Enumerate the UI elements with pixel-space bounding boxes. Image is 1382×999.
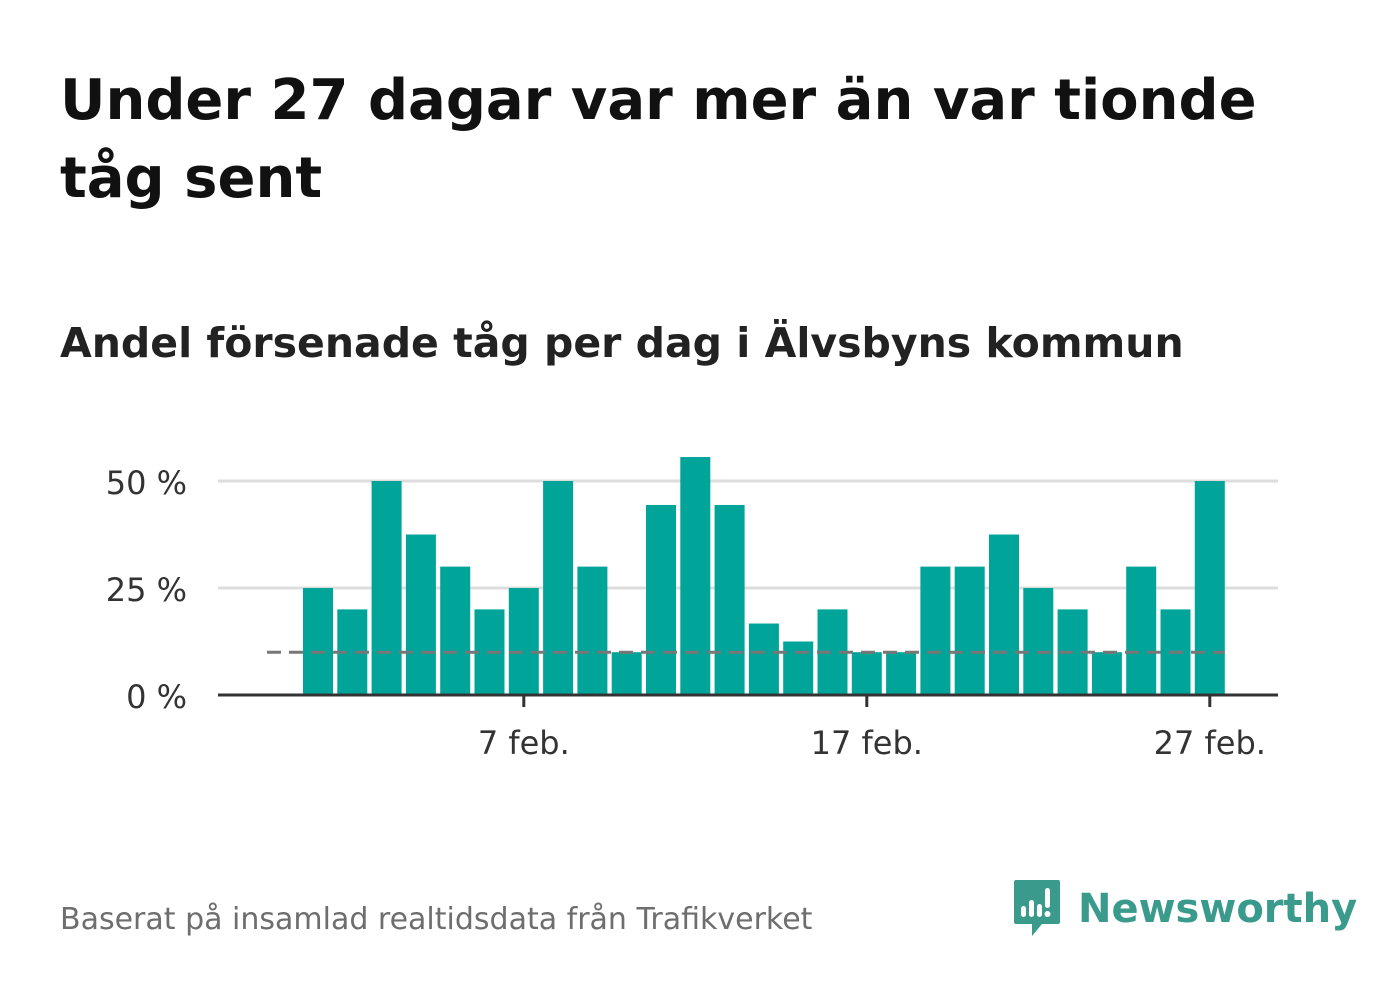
bar xyxy=(680,457,711,695)
bar xyxy=(886,652,917,695)
chart-title: Under 27 dagar var mer än var tionde tåg… xyxy=(60,68,1257,211)
y-tick-label: 0 % xyxy=(126,678,187,716)
bar xyxy=(1126,566,1157,695)
bar xyxy=(920,566,951,695)
bar xyxy=(577,566,608,695)
source-note: Baserat på insamlad realtidsdata från Tr… xyxy=(60,902,813,937)
bar xyxy=(783,641,814,695)
bar xyxy=(646,504,676,695)
bar xyxy=(371,481,402,695)
newsworthy-bar-chart-bubble-icon xyxy=(1014,880,1060,936)
y-tick-label: 25 % xyxy=(106,571,187,609)
bar xyxy=(1023,588,1054,695)
x-tick-label: 7 feb. xyxy=(478,724,570,762)
bar xyxy=(508,588,539,695)
chart-subtitle: Andel försenade tåg per dag i Älvsbyns k… xyxy=(60,319,1184,367)
bar xyxy=(1194,481,1225,695)
bar xyxy=(611,652,642,695)
bar xyxy=(989,534,1019,695)
bar xyxy=(748,623,779,695)
bar xyxy=(303,588,333,695)
x-tick-label: 27 feb. xyxy=(1154,724,1266,762)
y-tick-label: 50 % xyxy=(106,464,187,502)
bar xyxy=(954,566,985,695)
bar xyxy=(440,566,471,695)
x-tick-label: 17 feb. xyxy=(811,724,923,762)
brand-name: Newsworthy xyxy=(1078,886,1358,932)
bar xyxy=(543,481,574,695)
bar xyxy=(1091,652,1122,695)
bar xyxy=(851,652,882,695)
bar xyxy=(714,504,745,695)
bar xyxy=(405,534,436,695)
brand-logo: Newsworthy xyxy=(1012,878,1357,940)
